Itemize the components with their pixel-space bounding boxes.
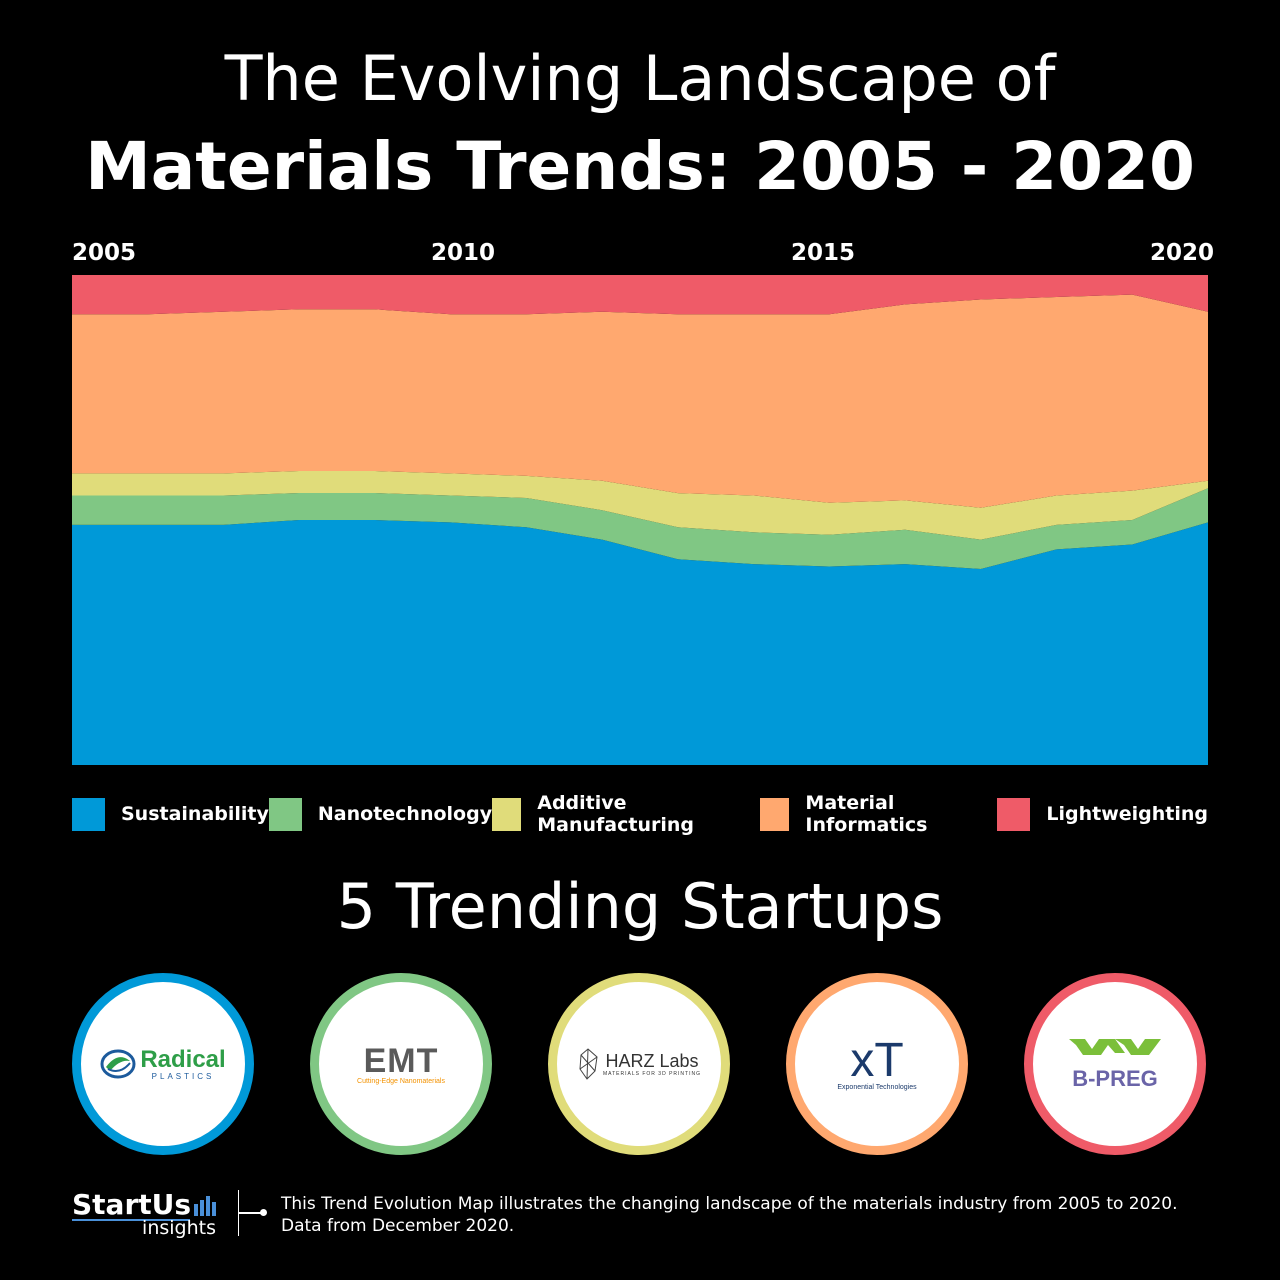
area-lightweighting <box>72 275 1208 315</box>
legend-item-lightweighting: Lightweighting <box>997 797 1208 831</box>
startup-name-radical: Radical <box>140 1045 226 1073</box>
title-line-1: The Evolving Landscape of <box>224 42 1056 115</box>
legend-swatch-lightweighting <box>997 797 1031 831</box>
startup-logo-radical[interactable]: Radical PLASTICS <box>72 973 254 1155</box>
bar-signal-icon <box>194 1195 217 1216</box>
footer-brand-sub: insights <box>142 1217 216 1239</box>
startup-name-b-preg: B-PREG <box>1072 1065 1158 1091</box>
legend-item-additive-manufacturing: Additive Manufacturing <box>492 792 760 836</box>
area-material-informatics <box>72 294 1208 508</box>
footer-description-line2: Data from December 2020. <box>281 1216 515 1236</box>
area-nanotechnology <box>72 488 1208 569</box>
legend-swatch-sustainability <box>72 797 105 831</box>
area-sustainability <box>72 520 1208 765</box>
legend-label-nanotechnology: Nanotechnology <box>317 803 493 825</box>
legend-label-material-informatics: Material Informatics <box>805 792 928 836</box>
legend-item-nanotechnology: Nanotechnology <box>268 797 493 831</box>
legend-item-material-informatics: Material Informatics <box>760 792 997 836</box>
startup-name-emt: EMT <box>363 1041 439 1080</box>
stacked-area-chart <box>72 275 1208 765</box>
legend-swatch-material-informatics <box>760 797 790 831</box>
startup-logo-b-preg[interactable]: B-PREG <box>1024 973 1206 1155</box>
startup-name-xt: xT <box>850 1033 904 1087</box>
footer-connector <box>238 1209 267 1216</box>
area-additive-manufacturing <box>72 471 1208 540</box>
x-tick-label-2020: 2020 <box>1150 240 1215 266</box>
title-line-2: Materials Trends: 2005 - 2020 <box>85 128 1195 205</box>
legend-label-sustainability: Sustainability <box>121 803 269 825</box>
legend-label-lightweighting: Lightweighting <box>1046 803 1208 825</box>
legend-item-sustainability: Sustainability <box>72 797 269 831</box>
polygon-head-icon <box>579 1048 598 1080</box>
x-tick-label-2015: 2015 <box>791 240 856 266</box>
startup-tagline-radical: PLASTICS <box>151 1071 215 1081</box>
startup-logo-harz-labs[interactable]: HARZ Labs MATERIALS FOR 3D PRINTING <box>548 973 730 1155</box>
footer-description: This Trend Evolution Map illustrates the… <box>281 1193 1241 1237</box>
startus-insights-logo: StartUs insights <box>72 1188 222 1239</box>
chevron-pattern-icon <box>1069 1038 1161 1055</box>
startup-name-harz-labs: HARZ Labs <box>605 1051 699 1071</box>
section-title: 5 Trending Startups <box>336 870 944 943</box>
legend-swatch-nanotechnology <box>268 797 302 831</box>
startup-tagline-harz-labs: MATERIALS FOR 3D PRINTING <box>603 1071 701 1077</box>
legend: Sustainability Nanotechnology Additive M… <box>72 792 1208 836</box>
legend-label-additive-manufacturing: Additive Manufacturing <box>537 792 694 836</box>
startup-logo-emt[interactable]: EMT Cutting-Edge Nanomaterials <box>310 973 492 1155</box>
x-tick-label-2010: 2010 <box>431 240 496 266</box>
x-tick-label-2005: 2005 <box>72 240 137 266</box>
startup-tagline-emt: Cutting-Edge Nanomaterials <box>357 1077 445 1085</box>
startup-logo-xt[interactable]: xT Exponential Technologies <box>786 973 968 1155</box>
leaf-globe-icon <box>100 1049 136 1079</box>
startup-tagline-xt: Exponential Technologies <box>837 1083 917 1091</box>
footer-description-line1: This Trend Evolution Map illustrates the… <box>281 1194 1178 1214</box>
footer-brand: StartUs <box>72 1188 192 1221</box>
legend-swatch-additive-manufacturing <box>492 797 522 831</box>
